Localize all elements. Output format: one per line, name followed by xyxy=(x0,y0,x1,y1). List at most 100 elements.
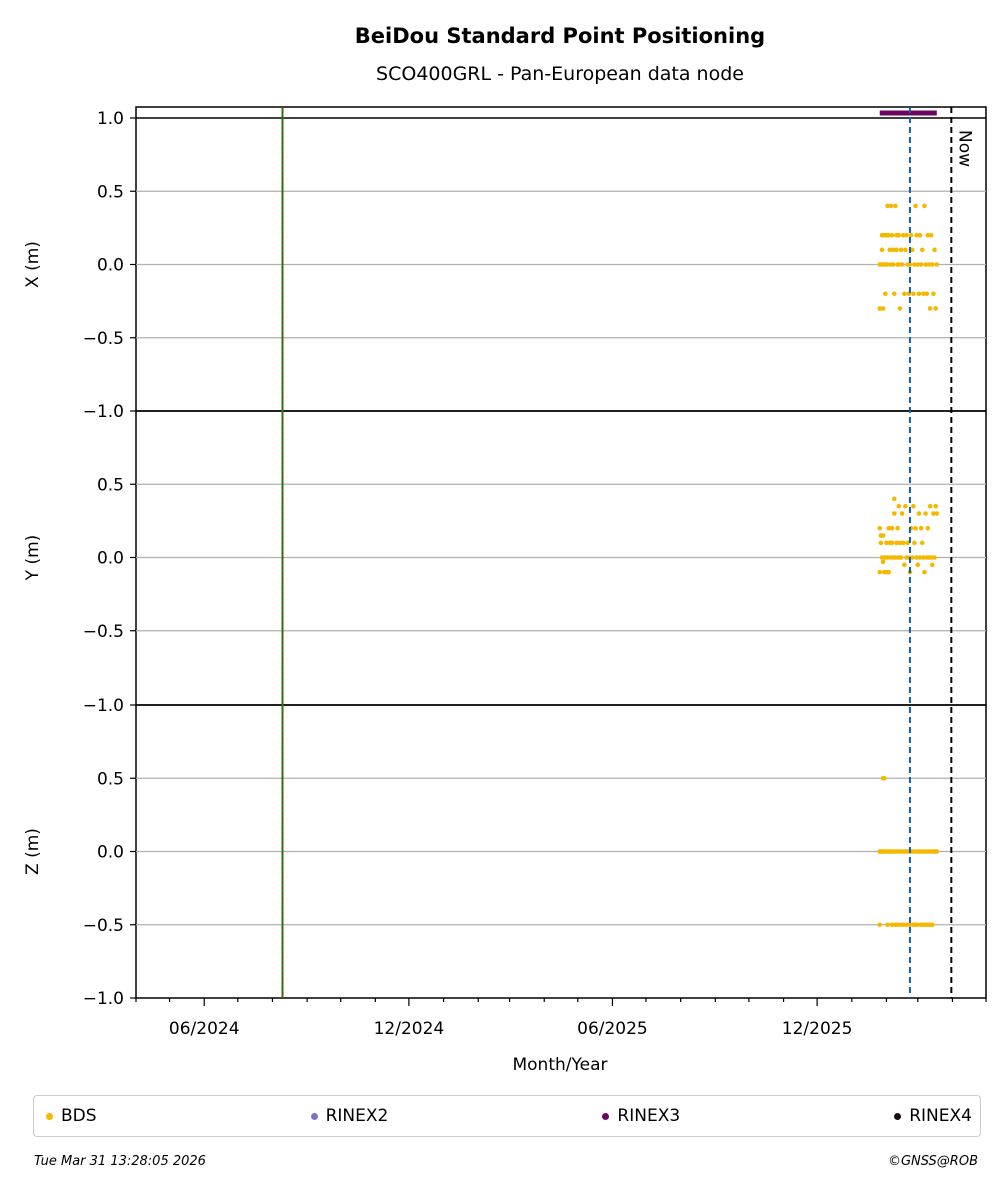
data-point xyxy=(900,922,906,928)
data-point xyxy=(927,503,933,509)
data-point xyxy=(885,262,890,267)
data-point xyxy=(883,291,888,297)
chart: BeiDou Standard Point Positioning SCO400… xyxy=(23,24,987,1075)
data-point xyxy=(880,559,886,565)
data-point xyxy=(904,922,909,928)
data-point xyxy=(894,247,899,253)
data-point xyxy=(894,540,899,546)
data-point xyxy=(919,540,925,546)
data-point xyxy=(917,555,923,560)
data-point xyxy=(934,262,940,267)
data-point xyxy=(877,306,883,311)
data-point xyxy=(909,247,915,253)
data-point xyxy=(886,525,891,531)
data-point xyxy=(899,262,905,267)
legend-label: RINEX3 xyxy=(617,1106,681,1126)
data-point xyxy=(899,511,905,516)
data-point xyxy=(890,262,896,267)
data-point xyxy=(932,555,937,560)
now-label: Now xyxy=(954,130,974,167)
data-point xyxy=(923,511,928,516)
x-tick-label: 06/2024 xyxy=(169,1019,240,1039)
y-tick-label: −1.0 xyxy=(83,696,124,716)
y-tick-label: 1.0 xyxy=(97,109,124,129)
x-tick-label: 06/2025 xyxy=(577,1019,648,1039)
y-tick-label: 0.5 xyxy=(97,769,124,789)
data-point xyxy=(926,262,932,267)
data-point xyxy=(889,922,895,928)
legend-item-rinex2: RINEX2 xyxy=(310,1106,389,1126)
data-point xyxy=(898,555,904,560)
data-point xyxy=(915,262,921,267)
y-tick-label: −0.5 xyxy=(83,329,124,349)
chart-title: BeiDou Standard Point Positioning xyxy=(355,24,765,48)
data-point xyxy=(889,525,895,531)
data-point xyxy=(902,291,907,297)
data-point xyxy=(913,525,918,531)
data-point xyxy=(897,306,903,311)
data-point xyxy=(914,555,919,560)
data-point xyxy=(919,247,925,253)
legend-marker-icon xyxy=(602,1112,610,1120)
data-point xyxy=(911,503,916,509)
data-point xyxy=(918,262,924,267)
data-point xyxy=(891,511,897,516)
legend-marker-icon xyxy=(894,1112,902,1120)
data-point xyxy=(912,262,917,267)
data-point xyxy=(891,496,897,502)
data-point xyxy=(933,503,938,509)
data-point xyxy=(881,775,887,781)
y-tick-label: 0.5 xyxy=(97,182,124,202)
data-point xyxy=(934,849,940,854)
legend-label: RINEX2 xyxy=(325,1106,389,1126)
data-point xyxy=(921,555,926,560)
data-point xyxy=(916,291,922,297)
y-tick-label: −0.5 xyxy=(83,916,124,936)
data-point xyxy=(931,511,936,516)
y-tick-label: 0.0 xyxy=(97,549,124,569)
legend-item-rinex3: RINEX3 xyxy=(602,1106,680,1126)
y-tick-label: 0.0 xyxy=(97,256,124,276)
data-point xyxy=(896,503,902,509)
legend-marker-icon xyxy=(310,1112,318,1120)
data-point xyxy=(898,247,904,253)
y-tick-label: −1.0 xyxy=(83,989,124,1009)
data-point xyxy=(913,203,918,209)
data-point xyxy=(896,232,902,238)
data-point xyxy=(895,525,900,531)
data-point xyxy=(886,232,891,238)
data-point xyxy=(880,306,886,311)
data-point xyxy=(904,232,909,238)
data-point xyxy=(877,922,883,928)
data-point xyxy=(886,569,891,575)
data-point xyxy=(925,525,931,531)
data-point xyxy=(933,306,938,311)
data-point xyxy=(903,503,908,509)
data-point xyxy=(917,232,923,238)
data-point xyxy=(925,232,931,238)
x-tick-label: 12/2024 xyxy=(374,1019,445,1039)
data-point xyxy=(885,203,890,209)
legend: BDS RINEX2 RINEX3 RINEX4 xyxy=(33,1095,981,1137)
data-point xyxy=(930,262,935,267)
chart-subtitle: SCO400GRL - Pan-European data node xyxy=(376,63,744,85)
data-point xyxy=(884,540,889,546)
data-point xyxy=(922,203,927,209)
data-point xyxy=(903,247,908,253)
y-tick-label: 0.5 xyxy=(97,475,124,495)
data-point xyxy=(900,232,906,238)
data-point xyxy=(921,291,926,297)
data-point xyxy=(912,540,917,546)
timestamp: Tue Mar 31 13:28:05 2026 xyxy=(34,1154,206,1169)
data-point xyxy=(897,540,903,546)
data-point xyxy=(889,540,895,546)
data-point xyxy=(891,291,897,297)
data-point xyxy=(928,232,934,238)
legend-item-bds: BDS xyxy=(46,1106,97,1126)
data-point xyxy=(930,922,935,928)
legend-label: RINEX4 xyxy=(909,1106,972,1126)
data-point xyxy=(889,232,895,238)
data-point xyxy=(896,262,902,267)
y-tick-label: 0.0 xyxy=(97,843,124,863)
data-point xyxy=(927,306,933,311)
